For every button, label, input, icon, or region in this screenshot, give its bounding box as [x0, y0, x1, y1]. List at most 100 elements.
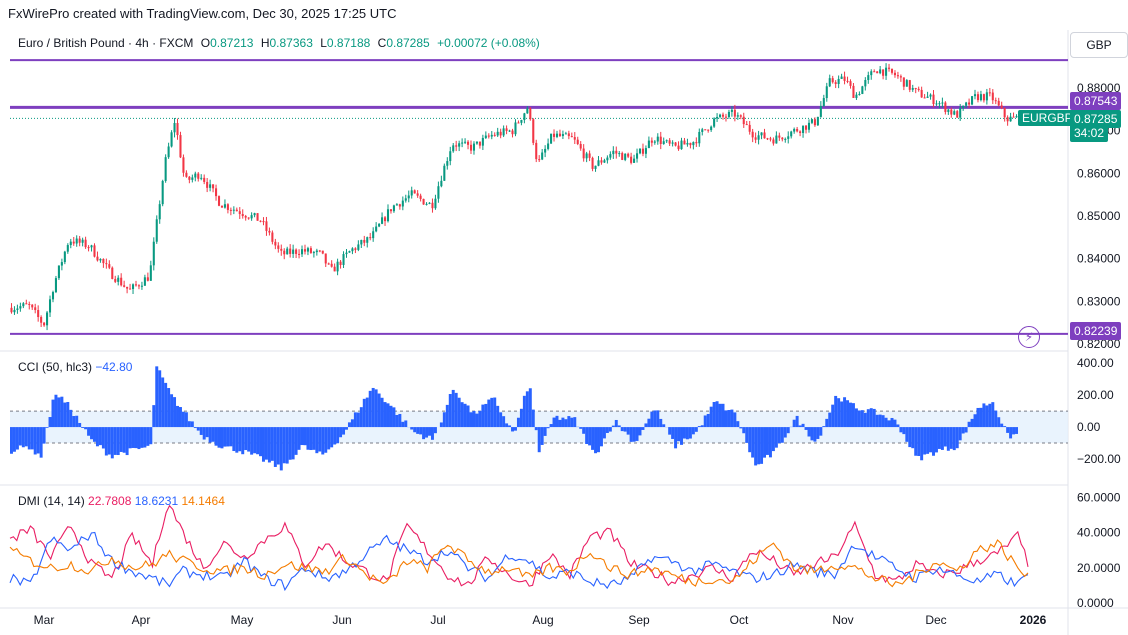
cci-bar [439, 422, 443, 428]
cci-bar [751, 427, 755, 458]
candle-body [502, 128, 505, 136]
cci-bar [546, 427, 550, 429]
cci-bar [893, 419, 897, 428]
candle-body [879, 69, 882, 74]
lightning-icon[interactable]: ⚡ [1018, 326, 1040, 348]
cci-bar [890, 417, 894, 428]
cci-bar [813, 427, 817, 442]
candle-body [194, 173, 197, 178]
candle-body [742, 116, 745, 125]
candle-body [410, 190, 413, 196]
cci-bar [659, 418, 663, 428]
change-value: +0.00072 (+0.08%) [437, 36, 540, 50]
time-tick-label: Oct [730, 613, 749, 627]
candle-body [256, 213, 259, 221]
cci-bar [768, 427, 772, 458]
candle-body [600, 160, 603, 163]
cci-bar [386, 403, 390, 428]
candle-body [238, 211, 241, 215]
dmi-legend: DMI (14, 14) 22.7808 18.6231 14.1464 [18, 494, 225, 508]
cci-value: −42.80 [95, 360, 133, 374]
candle-body [354, 248, 357, 250]
candle-body [804, 125, 808, 130]
cci-bar [929, 427, 933, 453]
cci-bar [365, 397, 369, 428]
chart-credit: FxWirePro created with TradingView.com, … [8, 6, 397, 21]
candle-body [330, 263, 333, 267]
candle-body [597, 160, 600, 166]
candle-body [905, 80, 908, 87]
cci-bar [93, 427, 96, 442]
candle-body [496, 131, 499, 136]
cci-bar [170, 394, 174, 428]
cci-bar [558, 419, 562, 428]
candle-body [890, 68, 894, 73]
candle-body [570, 136, 573, 138]
candle-body [90, 245, 93, 248]
candle-body [419, 195, 422, 199]
candle-body [558, 133, 561, 137]
cci-bar [125, 427, 129, 456]
open-label: O [200, 36, 211, 50]
candle-body [976, 94, 980, 101]
candle-body [665, 140, 668, 142]
candle-body [182, 157, 185, 173]
price-tick-label: 0.82000 [1077, 337, 1121, 351]
candle-body [813, 119, 816, 126]
candle-body [959, 107, 962, 118]
candle-body [561, 134, 564, 137]
candle-body [1003, 108, 1006, 118]
cci-bar [955, 427, 959, 449]
cci-bar [484, 403, 488, 428]
candle-body [212, 184, 215, 189]
candle-body [802, 125, 805, 133]
cci-bar [730, 409, 734, 428]
candle-body [54, 278, 57, 293]
cci-bar [608, 427, 612, 432]
cci-bar [614, 419, 618, 428]
candle-body [585, 153, 588, 159]
low-label: L [320, 36, 327, 50]
cci-tick-label: 200.00 [1077, 388, 1114, 402]
candle-body [799, 131, 802, 133]
cci-bar [1009, 427, 1013, 439]
cci-bar [949, 427, 953, 449]
cci-bar [119, 427, 123, 452]
candle-body [443, 165, 446, 181]
candle-body [704, 129, 707, 131]
price-tick-label: 0.84000 [1077, 252, 1121, 266]
cci-bar [327, 427, 331, 450]
cci-bar [84, 427, 88, 430]
cci-bar [220, 427, 224, 449]
cci-bar [872, 408, 876, 428]
candle-body [146, 277, 149, 281]
candle-body [345, 252, 348, 255]
candle-body [203, 177, 206, 182]
candle-body [472, 143, 476, 151]
cci-bar [75, 415, 79, 428]
candle-body [72, 241, 75, 244]
candle-body [627, 153, 630, 157]
cci-bar [1006, 427, 1010, 433]
candle-body [10, 307, 13, 313]
cci-bar [27, 427, 31, 450]
price-legend: Euro / British Pound · 4h · FXCM O0.8721… [18, 36, 540, 50]
cci-bar [700, 425, 704, 428]
candle-body [647, 140, 650, 149]
candle-body [760, 132, 763, 136]
candle-body [164, 157, 167, 181]
cci-bar [333, 427, 337, 445]
candle-body [425, 203, 428, 205]
candle-body [241, 214, 244, 217]
cci-bar [804, 427, 808, 430]
cci-bar [632, 427, 636, 442]
cci-bar [294, 427, 298, 455]
cci-bar [69, 409, 73, 428]
dmi-plus-value: 18.6231 [134, 494, 179, 508]
cci-bar [528, 388, 532, 428]
candle-body [606, 157, 609, 161]
cci-bar [259, 427, 262, 457]
cci-bar [896, 424, 900, 428]
candle-body [40, 317, 43, 323]
